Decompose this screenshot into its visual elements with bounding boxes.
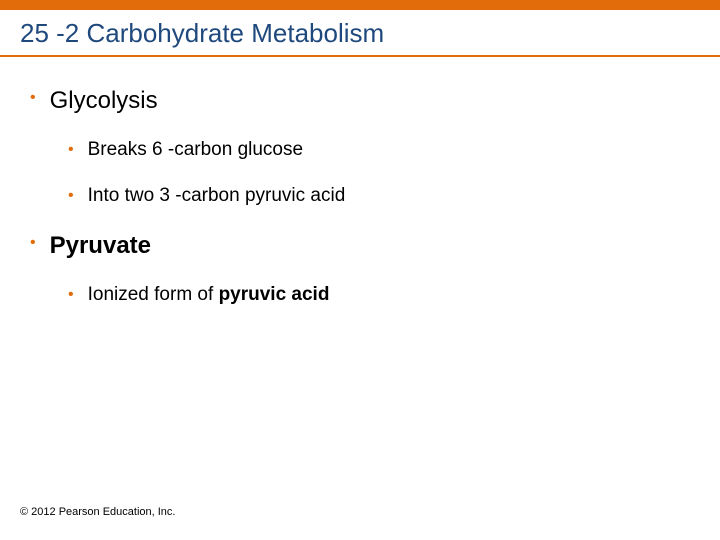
list-item: • Pyruvate: [30, 232, 700, 260]
accent-top-bar: [0, 0, 720, 10]
list-item: • Into two 3 -carbon pyruvic acid: [68, 185, 700, 207]
item-text: Pyruvate: [50, 232, 151, 260]
list-item: • Glycolysis: [30, 87, 700, 115]
bullet-icon: •: [68, 139, 74, 161]
bullet-icon: •: [68, 284, 74, 306]
item-text: Glycolysis: [50, 87, 158, 115]
slide-title: 25 -2 Carbohydrate Metabolism: [0, 10, 720, 57]
bullet-icon: •: [30, 232, 36, 254]
bullet-icon: •: [30, 87, 36, 109]
item-text: Into two 3 -carbon pyruvic acid: [88, 185, 346, 207]
bullet-icon: •: [68, 185, 74, 207]
item-bold-part: pyruvic acid: [219, 284, 330, 305]
copyright-footer: © 2012 Pearson Education, Inc.: [20, 506, 175, 518]
list-item: • Ionized form of pyruvic acid: [68, 284, 700, 306]
item-text: Breaks 6 -carbon glucose: [88, 139, 303, 161]
item-prefix: Ionized form of: [88, 284, 219, 305]
list-item: • Breaks 6 -carbon glucose: [68, 139, 700, 161]
item-text: Ionized form of pyruvic acid: [88, 284, 330, 306]
slide-content: • Glycolysis • Breaks 6 -carbon glucose …: [0, 57, 720, 306]
